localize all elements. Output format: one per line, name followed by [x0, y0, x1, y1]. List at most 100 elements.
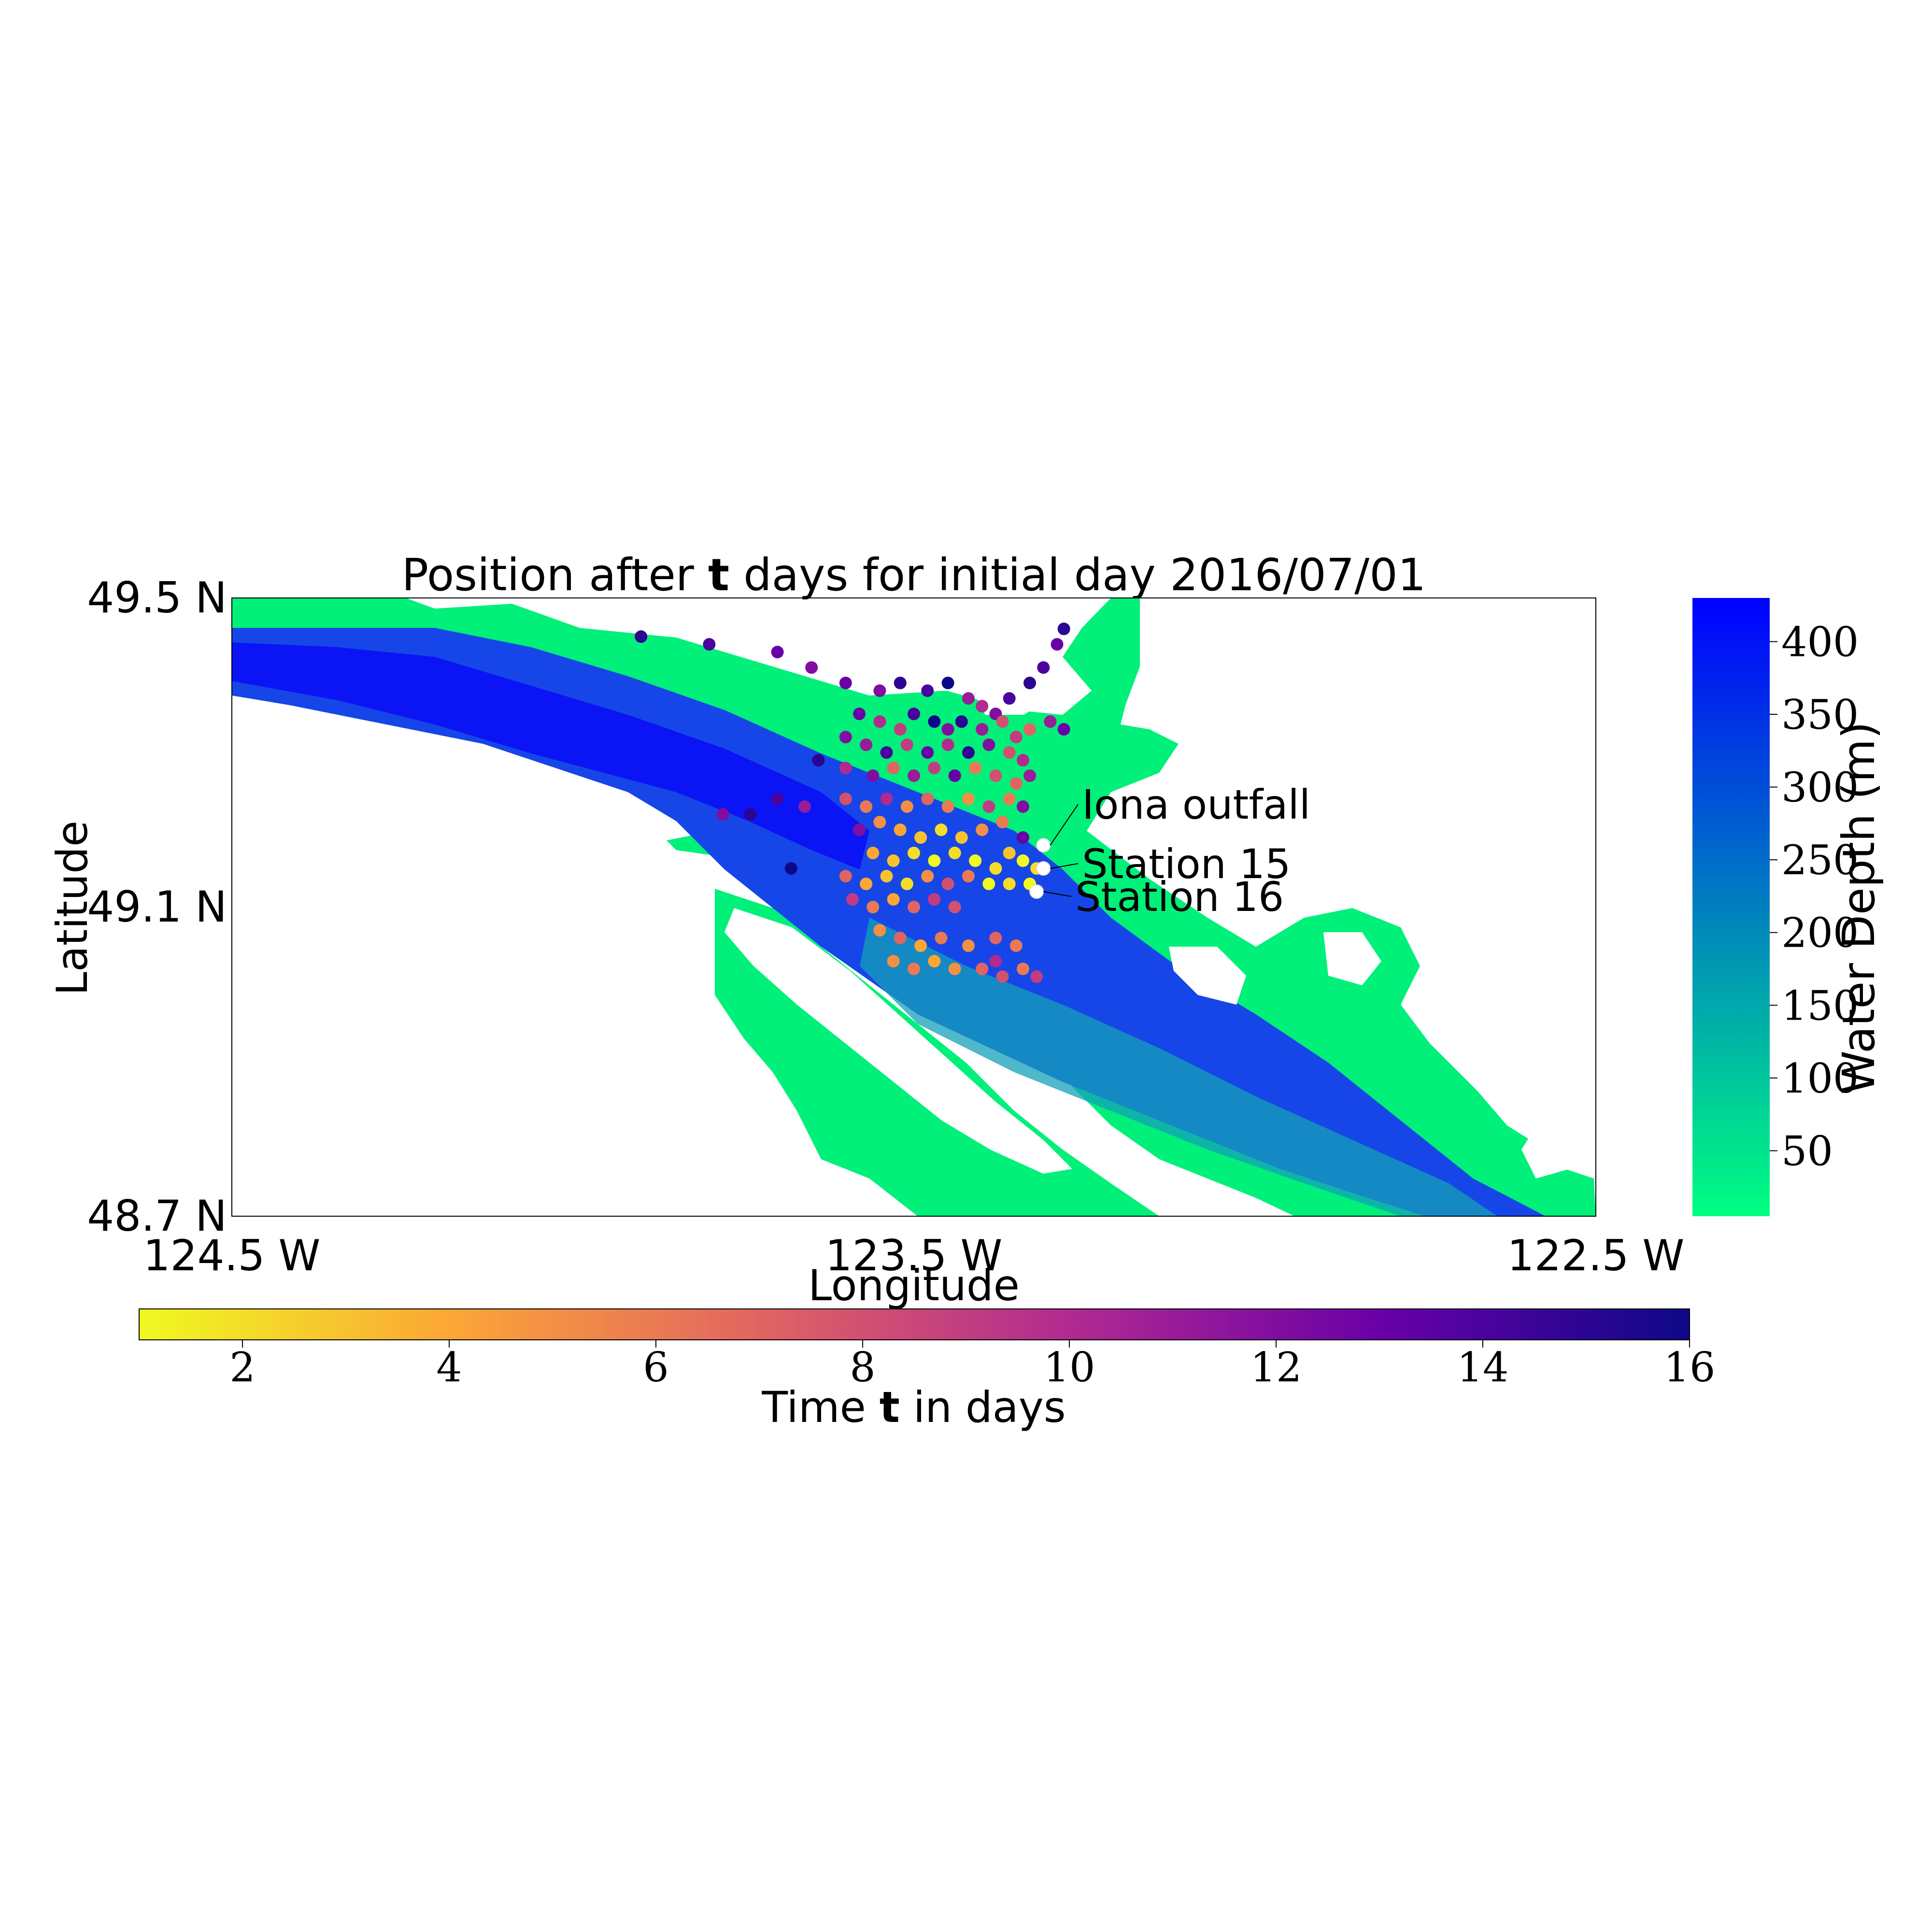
x-tick-label: 122.5 W — [1507, 1231, 1685, 1280]
scatter-point — [839, 677, 852, 689]
scatter-point — [1009, 939, 1023, 952]
scatter-point — [1016, 800, 1029, 813]
scatter-point — [935, 932, 948, 944]
scatter-point — [1009, 777, 1023, 790]
depth-tick-label: 350 — [1781, 691, 1859, 739]
depth-colorbar-ticks: 50 100 150 200 250 300 350 400 — [1770, 618, 1859, 1175]
scatter-point — [716, 808, 729, 821]
scatter-point — [921, 870, 934, 882]
mid-depth-water — [860, 918, 1497, 1216]
annotation-arrow — [1050, 804, 1079, 846]
x-tick-labels: 124.5 W 123.5 W 122.5 W — [143, 1231, 1685, 1280]
station-marker — [1036, 861, 1051, 876]
scatter-point — [1003, 793, 1016, 805]
time-tick-label: 6 — [643, 1344, 668, 1391]
scatter-point — [941, 677, 954, 689]
scatter-point — [1003, 878, 1016, 890]
y-axis-label: Latitude — [47, 821, 97, 995]
scatter-point — [1003, 692, 1016, 705]
x-tick-label: 123.5 W — [825, 1231, 1003, 1280]
depth-tick-label: 200 — [1781, 909, 1859, 957]
scatter-point — [996, 970, 1009, 983]
depth-colorbar — [1692, 598, 1770, 1216]
depth-tick-label: 300 — [1781, 764, 1859, 811]
scatter-point — [1037, 661, 1050, 674]
scatter-point — [955, 831, 968, 844]
scatter-point — [771, 646, 784, 658]
scatter-point — [1057, 623, 1070, 635]
scatter-point — [839, 870, 852, 882]
scatter-point — [948, 769, 961, 782]
depth-tick-label: 250 — [1781, 837, 1859, 884]
scatter-point — [989, 932, 1002, 944]
scatter-point — [839, 731, 852, 743]
scatter-point — [996, 715, 1009, 728]
station-marker — [1029, 884, 1044, 899]
depth-tick-label: 100 — [1781, 1055, 1859, 1102]
scatter-point — [962, 692, 975, 705]
y-tick-label: 48.7 N — [87, 1191, 227, 1241]
scatter-point — [860, 878, 873, 890]
annotation-label: Station 16 — [1075, 873, 1284, 921]
scatter-point — [928, 893, 941, 906]
scatter-point — [989, 862, 1002, 875]
scatter-point — [962, 746, 975, 759]
scatter-point — [805, 661, 818, 674]
scatter-point — [873, 816, 886, 828]
scatter-point — [962, 793, 975, 805]
time-label-part2: in days — [900, 1382, 1066, 1432]
scatter-point — [635, 630, 648, 643]
scatter-point — [853, 708, 866, 720]
scatter-points — [635, 623, 1070, 983]
scatter-point — [996, 816, 1009, 828]
deepest-water — [232, 642, 869, 869]
scatter-point — [941, 739, 954, 751]
time-tick-label: 12 — [1250, 1344, 1302, 1391]
scatter-point — [928, 955, 941, 967]
time-tick-label: 8 — [850, 1344, 875, 1391]
scatter-point — [798, 800, 811, 813]
scatter-point — [894, 723, 907, 736]
scatter-point — [948, 963, 961, 975]
scatter-point — [921, 793, 934, 805]
station-marker — [1036, 838, 1051, 852]
land-patch — [724, 908, 1072, 1174]
scatter-point — [955, 715, 968, 728]
scatter-point — [1003, 847, 1016, 859]
scatter-point — [887, 762, 900, 774]
depth-tick-label: 150 — [1781, 982, 1859, 1029]
scatter-point — [867, 847, 880, 859]
scatter-point — [928, 762, 941, 774]
scatter-point — [948, 847, 961, 859]
scatter-point — [894, 677, 907, 689]
time-tick-label: 16 — [1664, 1344, 1716, 1391]
scatter-point — [982, 800, 995, 813]
scatter-point — [1016, 831, 1029, 844]
y-tick-label: 49.5 N — [87, 573, 227, 623]
scatter-point — [1023, 677, 1037, 689]
scatter-point — [908, 901, 920, 913]
x-tick-label: 124.5 W — [143, 1231, 321, 1280]
scatter-point — [982, 878, 995, 890]
x-axis-label: Longitude — [808, 1261, 1020, 1310]
scatter-point — [1023, 769, 1037, 782]
land-patch — [1521, 1111, 1596, 1179]
scatter-point — [887, 955, 900, 967]
scatter-point — [703, 638, 716, 651]
time-tick-label: 4 — [436, 1344, 462, 1391]
scatter-point — [908, 847, 920, 859]
scatter-point — [1016, 754, 1029, 767]
scatter-point — [928, 854, 941, 867]
scatter-point — [880, 870, 893, 882]
scatter-point — [900, 878, 913, 890]
scatter-point — [908, 708, 920, 720]
scatter-point — [1023, 723, 1037, 736]
scatter-point — [1030, 970, 1043, 983]
annotation-label: Iona outfall — [1082, 781, 1310, 828]
scatter-point — [976, 723, 989, 736]
scatter-point — [962, 939, 975, 952]
scatter-point — [1009, 731, 1023, 743]
scatter-point — [969, 762, 982, 774]
scatter-point — [846, 893, 859, 906]
scatter-point — [900, 739, 913, 751]
